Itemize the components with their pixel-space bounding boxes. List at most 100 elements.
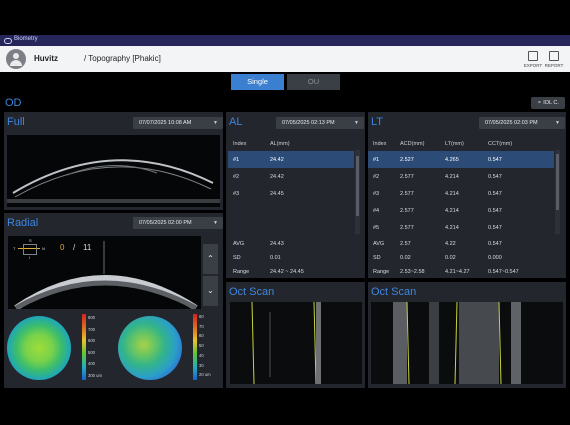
scrollbar-thumb[interactable]	[356, 156, 359, 216]
orient-left: T	[13, 246, 16, 251]
full-panel: Full 07/07/2025 10:08 AM ▼	[4, 112, 223, 210]
radial-down-button[interactable]: ⌄	[203, 276, 218, 306]
lt-scrollbar[interactable]	[555, 150, 560, 234]
row-lt: 4.214	[445, 173, 459, 180]
row-value: 24.42	[265, 151, 354, 168]
radial-date-dropdown[interactable]: 07/05/2025 02:00 PM ▼	[133, 217, 223, 229]
scale-label: 50	[199, 343, 204, 349]
summary-value: 2.57	[400, 241, 411, 247]
lt-date-dropdown[interactable]: 07/05/2025 02:03 PM ▼	[479, 117, 565, 129]
summary-value: 24.42 ~ 24.45	[270, 269, 304, 275]
tab-single[interactable]: Single	[231, 74, 284, 90]
scale-label: 700	[88, 326, 95, 332]
summary-row: SD 0.01	[228, 251, 362, 265]
row-index: #5	[373, 224, 380, 231]
chevron-down-icon: ▼	[213, 220, 218, 226]
row-index: #1	[228, 151, 265, 168]
lt-table: Index ACD(mm) LT(mm) CCT(mm) #1 2.527 4.26…	[368, 136, 554, 236]
scale-label: 70	[199, 323, 204, 329]
row-acd: 2.577	[400, 190, 414, 197]
summary-value: 0.01	[270, 255, 281, 261]
scale-label: 500	[88, 349, 95, 355]
row-index: #3	[373, 190, 380, 197]
table-row[interactable]: #4 2.577 4.214 0.547	[368, 202, 554, 219]
app-title: Biometry	[14, 36, 38, 42]
table-row[interactable]: #2 2.577 4.214 0.547	[368, 168, 554, 185]
scale-label: 60	[199, 333, 204, 339]
summary-value: 4.21~4.27	[445, 269, 470, 275]
oct-scan-right-title: Oct Scan	[371, 286, 417, 298]
table-row[interactable]: #3 24.45	[228, 185, 354, 202]
summary-value: 0.000	[488, 255, 502, 261]
full-date-dropdown[interactable]: 07/07/2025 10:08 AM ▼	[133, 117, 223, 129]
radial-scan-graphic	[14, 241, 198, 309]
report-icon	[549, 51, 559, 61]
lt-date: 07/05/2025 02:03 PM	[485, 120, 538, 126]
row-lt: 4.214	[445, 224, 459, 231]
thickness-map-left[interactable]	[7, 316, 71, 380]
summary-row: Range 24.42 ~ 24.45	[228, 265, 362, 279]
thickness-map-right[interactable]	[118, 316, 182, 380]
summary-row: Range 2.53~2.58 4.21~4.27 0.547~0.547	[368, 265, 564, 279]
orientation-box	[23, 244, 37, 255]
report-button[interactable]: REPORT	[543, 51, 565, 68]
row-cct: 0.547	[483, 151, 554, 168]
col-index: Index	[233, 140, 247, 147]
al-date: 07/05/2025 02:13 PM	[282, 120, 335, 126]
row-acd: 2.577	[400, 224, 414, 231]
iol-calc-button[interactable]: ⚬ IOL C.	[531, 97, 565, 109]
col-al: AL(mm)	[270, 140, 290, 147]
table-row[interactable]: #5 2.577 4.214 0.547	[368, 219, 554, 236]
avatar[interactable]	[6, 49, 26, 69]
oct-scan-right-image[interactable]	[371, 302, 563, 384]
oct-scan-right-panel: Oct Scan	[368, 282, 566, 388]
tab-ou[interactable]: OU	[287, 74, 340, 90]
radial-up-button[interactable]: ⌃	[203, 244, 218, 274]
col-cct: CCT(mm)	[488, 140, 513, 147]
chevron-down-icon: ⌄	[207, 286, 214, 295]
scale-label: 80	[199, 314, 204, 319]
scale-bar-right	[193, 314, 197, 380]
oct-scan-left-image[interactable]	[230, 302, 362, 384]
full-title: Full	[7, 116, 25, 128]
oct-scan-left-graphic	[251, 302, 321, 384]
table-row[interactable]: #1 2.527 4.265 0.547	[368, 151, 554, 168]
scale-label: 20 um	[199, 372, 211, 378]
row-index: #2	[373, 173, 380, 180]
table-row[interactable]: #3 2.577 4.214 0.547	[368, 185, 554, 202]
row-value: 24.42	[270, 173, 284, 180]
al-table: Index AL(mm) #1 24.42 #2 24.42 #3 24.45	[228, 136, 354, 202]
al-date-dropdown[interactable]: 07/05/2025 02:13 PM ▼	[276, 117, 364, 129]
scale-bar-left	[82, 314, 86, 380]
row-lt: 4.265	[440, 151, 483, 168]
summary-label: Range	[233, 269, 250, 275]
row-cct: 0.547	[488, 207, 502, 214]
col-lt: LT(mm)	[445, 140, 464, 147]
export-label: EXPORT	[523, 63, 543, 68]
export-button[interactable]: EXPORT	[522, 51, 544, 68]
report-label: REPORT	[544, 63, 564, 68]
row-acd: 2.577	[400, 207, 414, 214]
iol-label: IOL C.	[543, 100, 559, 106]
al-scrollbar[interactable]	[355, 150, 360, 234]
full-date: 07/07/2025 10:08 AM	[139, 120, 192, 126]
export-icon	[528, 51, 538, 61]
iol-icon: ⚬	[537, 100, 542, 106]
scale-label: 30	[199, 362, 204, 368]
scale-label: 400	[88, 361, 95, 367]
row-value: 24.45	[270, 190, 284, 197]
scale-label: 300 um	[88, 372, 102, 378]
row-index: #1	[368, 151, 395, 168]
table-row[interactable]: #2 24.42	[228, 168, 354, 185]
oct-scan-right-graphic	[393, 302, 521, 384]
radial-scan-image[interactable]: S T N I 0 / 11	[8, 236, 201, 309]
scrollbar-thumb[interactable]	[556, 154, 559, 210]
al-panel: AL 07/05/2025 02:13 PM ▼ Index AL(mm) #1…	[226, 112, 365, 278]
scale-label: 600	[88, 338, 95, 344]
patient-header: Huvitz / Topography [Phakic] EXPORT REPO…	[0, 46, 570, 72]
summary-value: 0.02	[400, 255, 411, 261]
scale-labels-left: 800 700 600 500 400 300 um	[88, 312, 102, 382]
col-acd: ACD(mm)	[400, 140, 425, 147]
full-scan-image[interactable]	[7, 135, 220, 207]
table-row[interactable]: #1 24.42	[228, 151, 354, 168]
